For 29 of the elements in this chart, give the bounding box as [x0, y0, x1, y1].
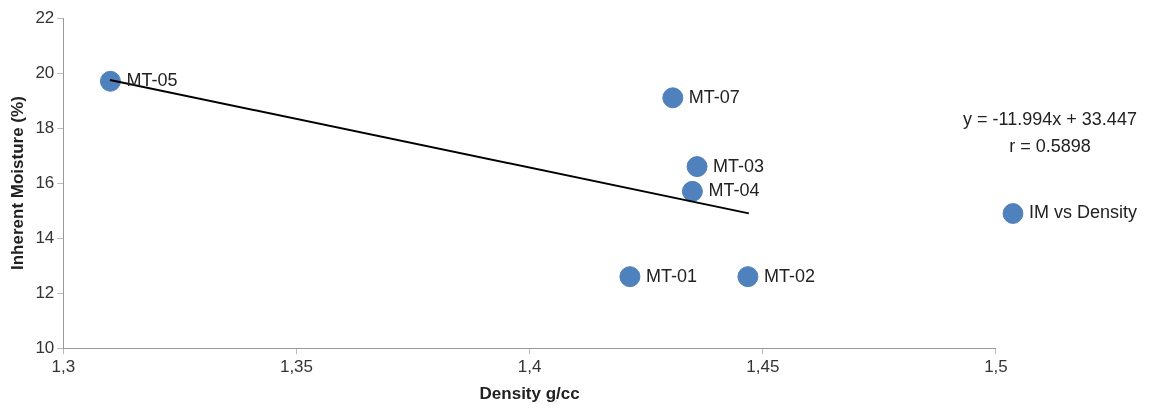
point	[737, 266, 759, 288]
annotation: MT-04	[708, 180, 760, 201]
annotation: MT-05	[126, 70, 178, 91]
point	[681, 180, 703, 202]
x-axis-title: Density g/cc	[479, 384, 580, 404]
annotation: y = -11.994x + 33.447	[963, 108, 1137, 129]
legend-label: IM vs Density	[1028, 202, 1138, 223]
x-tick-label: 1,35	[279, 357, 314, 377]
annotation: MT-07	[688, 86, 740, 107]
y-tick-label: 22	[35, 7, 55, 27]
y-tick-label: 14	[35, 227, 55, 247]
text: r = 0.5898	[1009, 135, 1091, 156]
y-tick-label: 12	[35, 282, 55, 302]
y-tick-label: 10	[35, 337, 55, 357]
y-tick-label: 16	[35, 172, 55, 192]
y-axis-title: Inherent Moisture (%)	[7, 96, 27, 270]
x-tick-label: 1,4	[517, 357, 542, 377]
point	[619, 266, 641, 288]
x-tick-label: 1,45	[746, 357, 780, 377]
point	[99, 70, 121, 92]
y-tick-label: 20	[35, 62, 55, 82]
x-tick-label: 1,5	[984, 357, 1008, 377]
point	[662, 87, 684, 109]
x-tick-label: 1,3	[51, 357, 76, 377]
point	[686, 156, 708, 178]
y-tick-label: 18	[35, 117, 55, 137]
annotation: MT-02	[763, 265, 815, 286]
annotation: MT-03	[713, 155, 765, 176]
annotation: MT-01	[645, 265, 697, 286]
